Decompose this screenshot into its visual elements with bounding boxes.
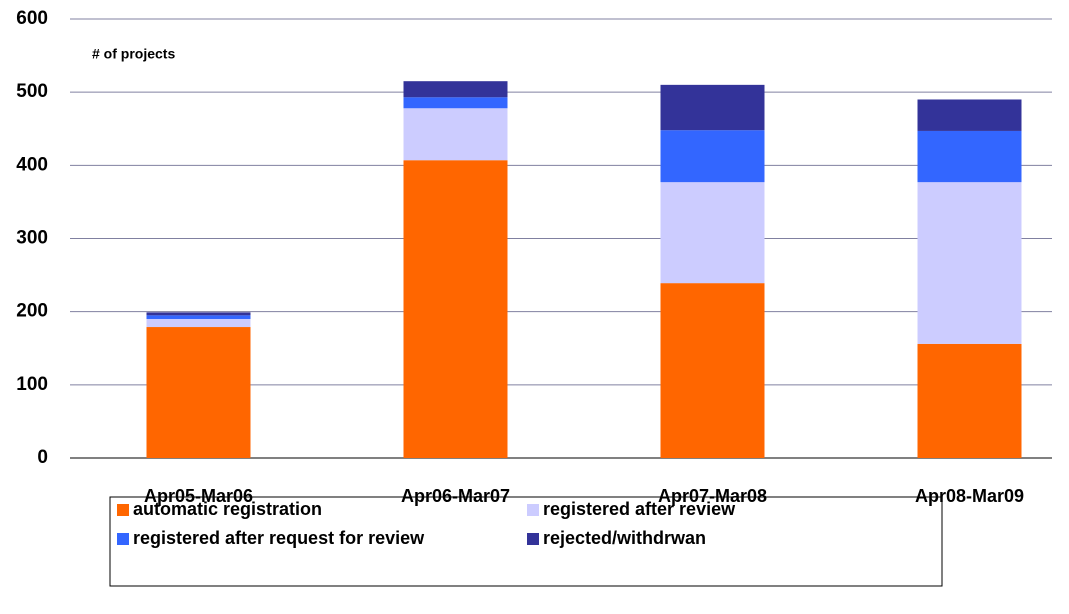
y-tick-label: 600 (16, 8, 48, 29)
bar-segment (403, 81, 508, 98)
bar-segment (403, 108, 508, 161)
bar-segment (146, 327, 251, 458)
legend-swatch (527, 504, 539, 516)
legend-swatch (527, 533, 539, 545)
x-tick-label: Apr06-Mar07 (401, 486, 510, 506)
legend-swatch (117, 533, 129, 545)
bar-segment (660, 283, 765, 458)
legend-box (109, 496, 943, 587)
y-tick-label: 0 (37, 447, 48, 468)
bar-segment (917, 130, 1022, 183)
bar-segment (146, 315, 251, 319)
bar-segment (660, 84, 765, 131)
legend-label: automatic registration (133, 499, 322, 519)
legend-swatch (117, 504, 129, 516)
y-tick-label: 100 (16, 374, 48, 395)
y-tick-label: 400 (16, 154, 48, 175)
y-axis-label: # of projects (92, 46, 175, 62)
bar-segment (403, 160, 508, 458)
x-tick-label: Apr07-Mar08 (658, 486, 767, 506)
x-tick-label: Apr05-Mar06 (144, 486, 253, 506)
y-tick-label: 300 (16, 228, 48, 249)
x-tick-label: Apr08-Mar09 (915, 486, 1024, 506)
bar-segment (917, 182, 1022, 344)
legend-label: rejected/withdrwan (543, 528, 706, 548)
bar-segment (917, 99, 1022, 131)
bar-segment (660, 182, 765, 284)
y-tick-label: 200 (16, 301, 48, 322)
legend-label: registered after review (543, 499, 736, 519)
bar-segment (660, 130, 765, 183)
legend-label: registered after request for review (133, 528, 425, 548)
bar-segment (403, 97, 508, 109)
bar-segment (146, 312, 251, 316)
bar-segment (146, 318, 251, 328)
y-tick-label: 500 (16, 81, 48, 102)
bar-segment (917, 343, 1022, 458)
